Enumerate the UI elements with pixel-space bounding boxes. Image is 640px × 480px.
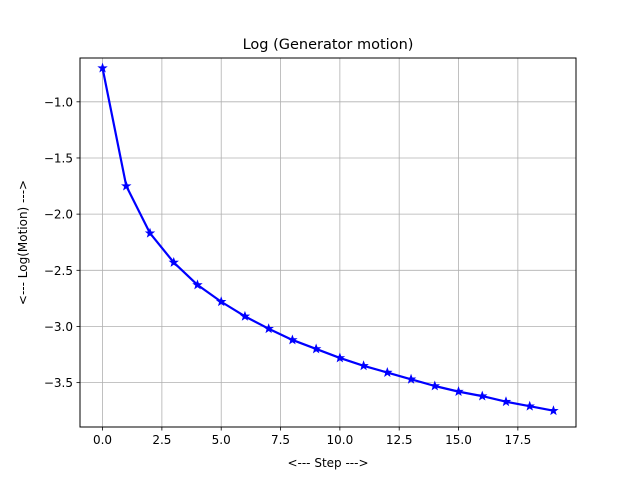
y-axis: −1.0 −1.5 −2.0 −2.5 −3.0 −3.5 xyxy=(44,95,80,390)
x-axis-label: <--- Step ---> xyxy=(287,456,368,470)
data-point-marker xyxy=(239,310,251,321)
data-point-marker xyxy=(358,360,369,371)
data-point-marker xyxy=(334,352,346,363)
y-tick-label: −3.0 xyxy=(44,320,73,334)
y-axis-label: <--- Log(Motion) ---> xyxy=(16,180,30,305)
y-tick-label: −2.5 xyxy=(44,264,73,278)
y-tick-label: −2.0 xyxy=(44,208,73,222)
x-tick-label: 15.0 xyxy=(445,433,472,447)
data-point-marker xyxy=(144,227,156,238)
data-point-marker xyxy=(215,296,227,307)
y-tick-label: −1.5 xyxy=(44,151,73,165)
data-point-marker xyxy=(310,343,322,354)
grid xyxy=(80,58,576,427)
data-point-marker xyxy=(192,279,203,290)
x-tick-label: 7.5 xyxy=(271,433,290,447)
data-point-marker xyxy=(121,180,132,191)
data-point-marker xyxy=(477,390,488,401)
data-point-marker xyxy=(548,405,559,416)
chart-title: Log (Generator motion) xyxy=(243,37,414,53)
marker-group xyxy=(97,62,559,416)
data-point-marker xyxy=(500,396,512,407)
y-tick-label: −3.5 xyxy=(44,376,73,390)
data-point-marker xyxy=(263,323,274,334)
data-point-marker xyxy=(405,373,417,384)
x-tick-label: 10.0 xyxy=(327,433,354,447)
data-point-marker xyxy=(429,380,441,391)
data-point-marker xyxy=(453,386,464,397)
x-axis: 0.0 2.5 5.0 7.5 10.0 12.5 15.0 17.5 xyxy=(93,427,531,447)
data-point-marker xyxy=(97,62,108,73)
data-point-marker xyxy=(287,334,298,345)
plot-frame xyxy=(79,57,577,428)
x-tick-label: 5.0 xyxy=(212,433,231,447)
data-point-marker xyxy=(168,256,179,267)
x-tick-label: 0.0 xyxy=(93,433,112,447)
data-point-marker xyxy=(524,400,535,411)
x-tick-label: 17.5 xyxy=(504,433,531,447)
data-point-marker xyxy=(382,367,393,377)
x-tick-label: 12.5 xyxy=(386,433,413,447)
y-tick-label: −1.0 xyxy=(44,95,73,109)
x-tick-label: 2.5 xyxy=(152,433,171,447)
